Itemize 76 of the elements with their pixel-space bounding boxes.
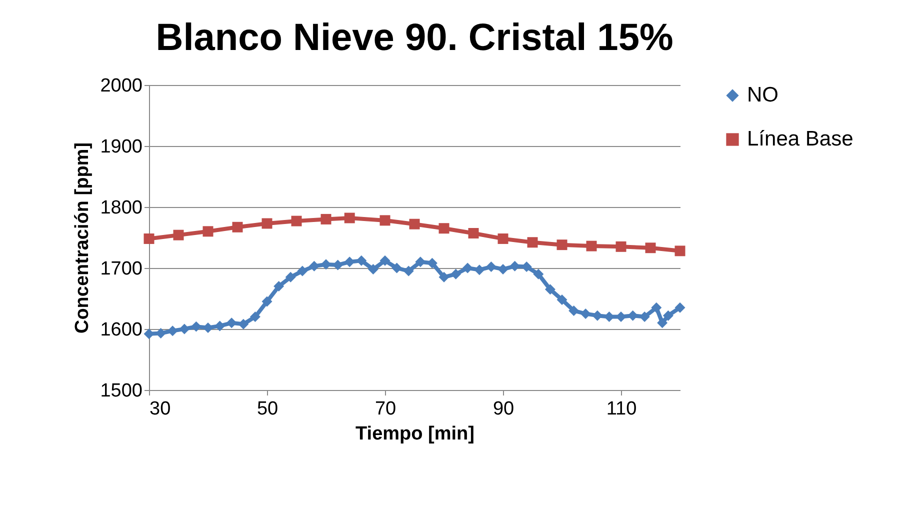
point xyxy=(415,256,426,268)
point xyxy=(604,312,614,322)
point xyxy=(202,226,214,237)
x-axis-title: Tiempo [min] xyxy=(356,424,474,444)
point xyxy=(285,272,296,282)
point xyxy=(274,281,284,292)
point xyxy=(332,260,344,270)
point xyxy=(657,318,668,328)
point xyxy=(262,218,272,229)
y-tick-label: 1700 xyxy=(100,258,142,280)
point xyxy=(214,320,226,332)
point xyxy=(639,312,650,322)
point xyxy=(344,256,355,268)
point xyxy=(438,223,450,234)
x-tick-label: 30 xyxy=(150,398,171,420)
point xyxy=(568,305,580,316)
y-axis-title: Concentración [ppm] xyxy=(72,142,94,334)
x-tick-label: 110 xyxy=(606,398,637,420)
y-tick-label: 2000 xyxy=(100,76,142,96)
point xyxy=(450,268,462,280)
point xyxy=(320,214,332,224)
point xyxy=(202,322,214,334)
point xyxy=(486,262,496,272)
x-tick-label: 50 xyxy=(256,398,278,420)
point xyxy=(368,264,378,274)
point xyxy=(462,262,473,274)
point xyxy=(580,308,591,319)
point xyxy=(190,321,202,332)
point xyxy=(662,310,674,321)
point xyxy=(392,262,402,274)
point xyxy=(308,260,320,272)
point xyxy=(156,328,166,339)
point xyxy=(167,326,178,336)
point xyxy=(674,302,686,313)
point xyxy=(409,218,420,230)
point xyxy=(498,233,508,244)
point xyxy=(468,228,479,238)
point xyxy=(179,324,190,334)
point xyxy=(674,246,686,256)
legend-label: Línea Base xyxy=(747,128,854,150)
point xyxy=(380,215,390,226)
y-tick-label: 1500 xyxy=(100,380,142,402)
point xyxy=(173,230,184,240)
point xyxy=(586,240,597,252)
point xyxy=(356,255,367,266)
point xyxy=(262,296,272,307)
y-tick-label: 1900 xyxy=(100,136,142,158)
point xyxy=(616,241,626,252)
point xyxy=(544,284,556,295)
point xyxy=(533,268,544,280)
y-tick-label: 1800 xyxy=(100,198,142,218)
point xyxy=(651,302,662,313)
point xyxy=(144,233,154,244)
chart-title: Blanco Nieve 90. Cristal 15% xyxy=(156,17,674,59)
point xyxy=(291,216,302,226)
point xyxy=(645,242,656,254)
legend-label: NO xyxy=(747,84,778,106)
point xyxy=(297,266,308,276)
x-tick-label: 90 xyxy=(492,398,514,420)
point xyxy=(498,264,508,274)
point xyxy=(474,264,485,276)
point xyxy=(226,318,237,328)
point xyxy=(527,237,538,248)
x-tick-label: 70 xyxy=(374,398,396,420)
point xyxy=(556,294,568,305)
point xyxy=(426,258,438,268)
point xyxy=(438,272,450,282)
point xyxy=(380,255,390,266)
y-tick-label: 1600 xyxy=(100,320,142,340)
point xyxy=(238,318,249,330)
point xyxy=(556,240,568,250)
point xyxy=(344,212,355,224)
point xyxy=(320,259,332,270)
point xyxy=(232,222,243,232)
point xyxy=(250,312,260,322)
point xyxy=(403,266,414,276)
